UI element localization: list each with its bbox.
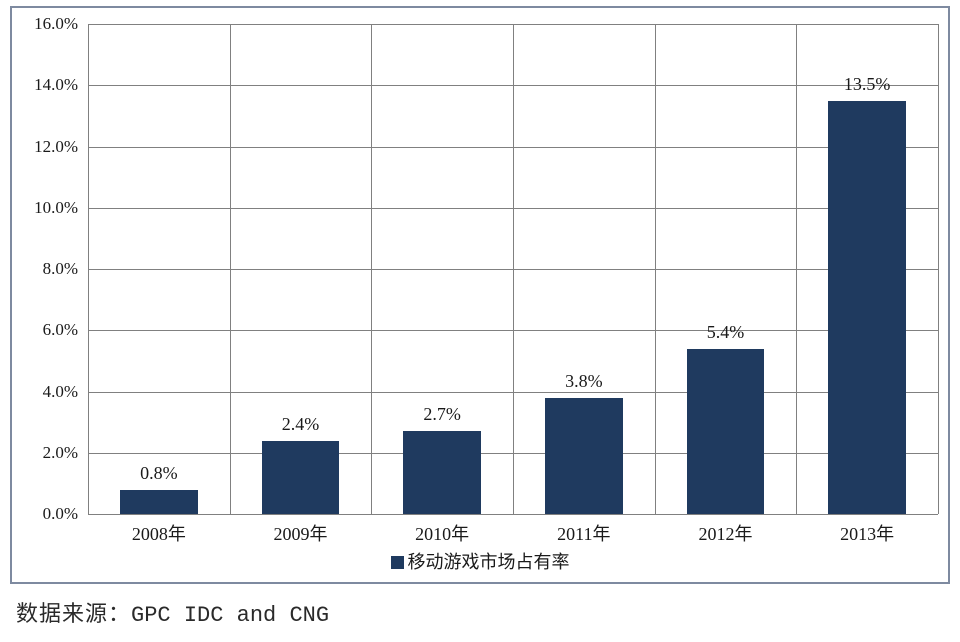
x-tick-label: 2013年: [840, 520, 894, 546]
chart-container: 0.8% 2.4% 2.7% 3.8% 5.4% 13.5% 0.0% 2.0% 4.0% 6.…: [10, 6, 950, 584]
bar: [120, 490, 198, 515]
bar-value-label: 3.8%: [565, 371, 603, 392]
x-tick-label: 2012年: [699, 520, 753, 546]
y-tick-label: 14.0%: [18, 75, 78, 95]
legend-label: 移动游戏市场占有率: [408, 552, 570, 572]
plot-area: 0.8% 2.4% 2.7% 3.8% 5.4% 13.5%: [88, 24, 938, 514]
bar: [545, 398, 623, 514]
bar: [828, 101, 906, 514]
x-divider: [513, 24, 514, 514]
bar: [403, 431, 481, 514]
x-tick-label: 2011年: [557, 520, 610, 546]
x-divider: [371, 24, 372, 514]
y-tick-label: 8.0%: [18, 259, 78, 279]
x-tick-label: 2010年: [415, 520, 469, 546]
y-tick-label: 16.0%: [18, 14, 78, 34]
legend: 移动游戏市场占有率: [12, 548, 948, 574]
bar-value-label: 13.5%: [844, 74, 891, 95]
y-tick-label: 0.0%: [18, 504, 78, 524]
x-tick-label: 2009年: [274, 520, 328, 546]
source-prefix: 数据来源：: [16, 601, 131, 626]
bar-value-label: 5.4%: [707, 322, 745, 343]
y-tick-label: 10.0%: [18, 198, 78, 218]
x-divider: [230, 24, 231, 514]
source-text: GPC IDC and CNG: [131, 603, 329, 628]
bar-value-label: 2.4%: [282, 414, 320, 435]
x-divider: [655, 24, 656, 514]
y-tick-label: 6.0%: [18, 320, 78, 340]
y-tick-label: 12.0%: [18, 137, 78, 157]
bar-value-label: 2.7%: [423, 404, 461, 425]
legend-swatch: [391, 556, 404, 569]
bar: [687, 349, 765, 514]
y-tick-label: 4.0%: [18, 382, 78, 402]
x-divider: [938, 24, 939, 514]
x-tick-label: 2008年: [132, 520, 186, 546]
y-axis-line: [88, 24, 89, 514]
source-line: 数据来源：GPC IDC and CNG: [16, 596, 329, 628]
y-tick-label: 2.0%: [18, 443, 78, 463]
grid-line: [88, 514, 938, 515]
x-divider: [796, 24, 797, 514]
bar-value-label: 0.8%: [140, 463, 178, 484]
bar: [262, 441, 340, 515]
